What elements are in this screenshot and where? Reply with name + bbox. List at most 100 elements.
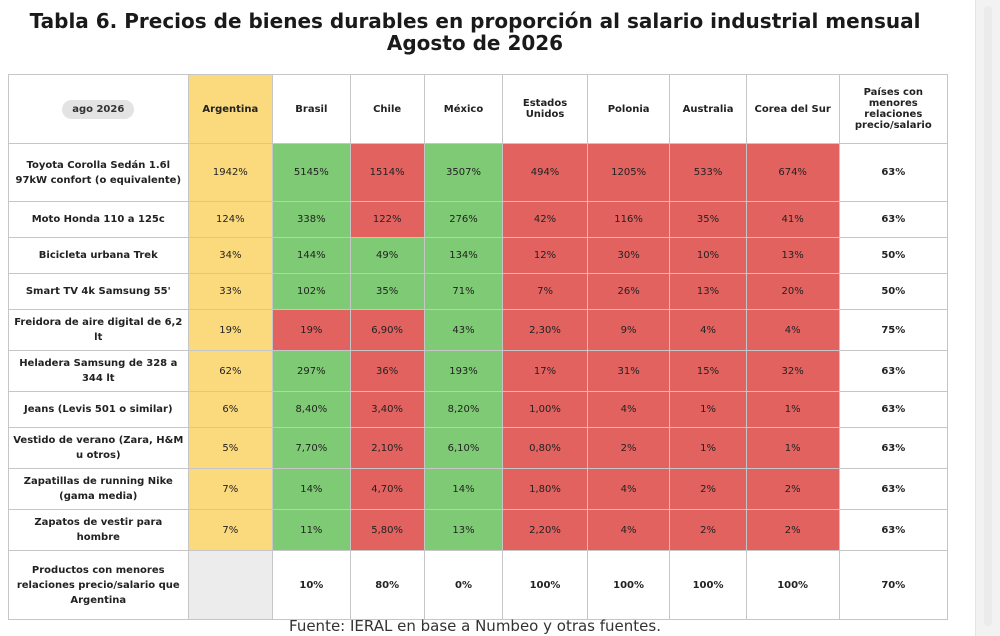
- summary-label: Productos con menores relaciones precio/…: [8, 550, 189, 620]
- value-cell: 30%: [586, 237, 671, 274]
- table-title: Tabla 6. Precios de bienes durables en p…: [0, 10, 950, 54]
- table-row: Heladera Samsung de 328 a 344 lt 62% 297% 3…: [8, 350, 949, 392]
- value-cell: 533%: [669, 143, 747, 202]
- value-cell: 6,10%: [423, 427, 504, 469]
- row-label: Heladera Samsung de 328 a 344 lt: [8, 350, 189, 392]
- header-corea-del-sur: Corea del Sur: [745, 74, 840, 144]
- header-mexico: México: [423, 74, 504, 144]
- header-brasil: Brasil: [272, 74, 351, 144]
- value-cell: 5%: [187, 427, 274, 469]
- value-cell: 193%: [423, 350, 504, 392]
- summary-cell: 100%: [586, 550, 671, 620]
- value-cell: 42%: [502, 201, 588, 238]
- percent-cell: 63%: [838, 509, 949, 551]
- value-cell: 4%: [586, 468, 671, 510]
- table-row: Jeans (Levis 501 o similar) 6% 8,40% 3,40% 8…: [8, 391, 949, 428]
- value-cell: 7%: [187, 468, 274, 510]
- value-cell: 31%: [586, 350, 671, 392]
- percent-cell: 50%: [838, 273, 949, 310]
- value-cell: 43%: [423, 309, 504, 351]
- header-estados-unidos: Estados Unidos: [502, 74, 588, 144]
- table-row: Zapatillas de running Nike (gama media) 7…: [8, 468, 949, 510]
- summary-percent-cell: 70%: [838, 550, 949, 620]
- value-cell: 1%: [669, 391, 747, 428]
- value-cell: 494%: [502, 143, 588, 202]
- value-cell: 6%: [187, 391, 274, 428]
- row-label: Vestido de verano (Zara, H&M u otros): [8, 427, 189, 469]
- value-cell: 15%: [669, 350, 747, 392]
- summary-cell: 80%: [349, 550, 425, 620]
- price-table: ago 2026 Argentina Brasil Chile México E…: [8, 74, 949, 620]
- percent-cell: 63%: [838, 143, 949, 202]
- table-row: Freidora de aire digital de 6,2 lt 19% 19%…: [8, 309, 949, 351]
- percent-cell: 63%: [838, 391, 949, 428]
- value-cell: 134%: [423, 237, 504, 274]
- value-cell: 1205%: [586, 143, 671, 202]
- value-cell: 13%: [423, 509, 504, 551]
- value-cell: 4%: [586, 391, 671, 428]
- percent-cell: 75%: [838, 309, 949, 351]
- value-cell: 116%: [586, 201, 671, 238]
- value-cell: 4%: [745, 309, 840, 351]
- value-cell: 6,90%: [349, 309, 425, 351]
- value-cell: 124%: [187, 201, 274, 238]
- percent-cell: 63%: [838, 350, 949, 392]
- value-cell: 674%: [745, 143, 840, 202]
- value-cell: 35%: [349, 273, 425, 310]
- value-cell: 14%: [272, 468, 351, 510]
- scrollbar-track[interactable]: [984, 6, 992, 626]
- value-cell: 297%: [272, 350, 351, 392]
- summary-cell: 100%: [502, 550, 588, 620]
- value-cell: 20%: [745, 273, 840, 310]
- value-cell: 7%: [187, 509, 274, 551]
- summary-empty-cell: [187, 550, 274, 620]
- value-cell: 2%: [669, 509, 747, 551]
- header-chile: Chile: [349, 74, 425, 144]
- summary-cell: 0%: [423, 550, 504, 620]
- value-cell: 17%: [502, 350, 588, 392]
- value-cell: 2%: [586, 427, 671, 469]
- value-cell: 13%: [669, 273, 747, 310]
- row-label: Moto Honda 110 a 125c: [8, 201, 189, 238]
- source-note: Fuente: IERAL en base a Numbeo y otras f…: [289, 617, 661, 635]
- summary-cell: 100%: [669, 550, 747, 620]
- row-label: Zapatos de vestir para hombre: [8, 509, 189, 551]
- value-cell: 2,10%: [349, 427, 425, 469]
- value-cell: 1514%: [349, 143, 425, 202]
- header-paises-menores: Países con menores relaciones precio/sal…: [838, 74, 949, 144]
- value-cell: 144%: [272, 237, 351, 274]
- row-label: Zapatillas de running Nike (gama media): [8, 468, 189, 510]
- value-cell: 102%: [272, 273, 351, 310]
- value-cell: 1%: [745, 427, 840, 469]
- percent-cell: 63%: [838, 427, 949, 469]
- value-cell: 33%: [187, 273, 274, 310]
- value-cell: 338%: [272, 201, 351, 238]
- table-row: Vestido de verano (Zara, H&M u otros) 5% 7…: [8, 427, 949, 469]
- scrollbar[interactable]: [975, 0, 1000, 636]
- value-cell: 14%: [423, 468, 504, 510]
- value-cell: 35%: [669, 201, 747, 238]
- value-cell: 34%: [187, 237, 274, 274]
- value-cell: 3507%: [423, 143, 504, 202]
- header-polonia: Polonia: [586, 74, 671, 144]
- value-cell: 4%: [586, 509, 671, 551]
- value-cell: 3,40%: [349, 391, 425, 428]
- value-cell: 19%: [187, 309, 274, 351]
- row-label: Freidora de aire digital de 6,2 lt: [8, 309, 189, 351]
- value-cell: 276%: [423, 201, 504, 238]
- row-label: Toyota Corolla Sedán 1.6l 97kW confort (…: [8, 143, 189, 202]
- row-label: Smart TV 4k Samsung 55': [8, 273, 189, 310]
- value-cell: 26%: [586, 273, 671, 310]
- value-cell: 1%: [669, 427, 747, 469]
- summary-cell: 100%: [745, 550, 840, 620]
- value-cell: 49%: [349, 237, 425, 274]
- value-cell: 32%: [745, 350, 840, 392]
- percent-cell: 50%: [838, 237, 949, 274]
- value-cell: 1,00%: [502, 391, 588, 428]
- header-row: ago 2026 Argentina Brasil Chile México E…: [8, 74, 949, 144]
- percent-cell: 63%: [838, 201, 949, 238]
- table-row: Toyota Corolla Sedán 1.6l 97kW confort (…: [8, 143, 949, 202]
- value-cell: 7%: [502, 273, 588, 310]
- value-cell: 36%: [349, 350, 425, 392]
- value-cell: 13%: [745, 237, 840, 274]
